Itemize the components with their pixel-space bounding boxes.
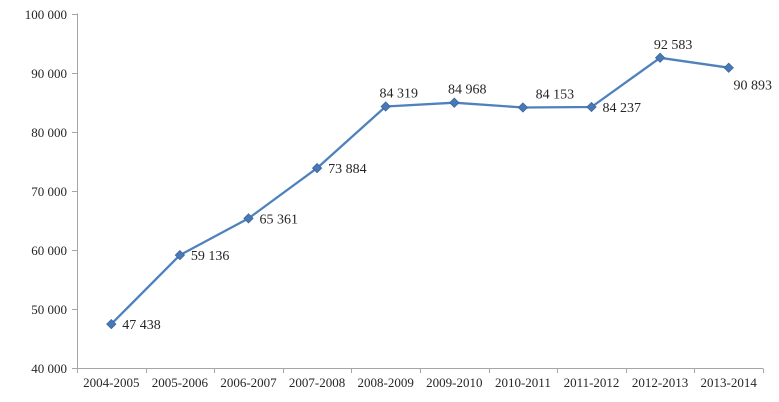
x-tick-label: 2006-2007	[220, 375, 277, 390]
data-point-marker	[243, 213, 254, 224]
y-tick-label: 100 000	[25, 7, 67, 22]
data-label: 84 237	[603, 101, 642, 116]
data-point-marker	[654, 52, 666, 63]
y-tick-label: 70 000	[31, 184, 67, 199]
y-tick-label: 50 000	[31, 302, 67, 317]
x-tick-label: 2004-2005	[83, 375, 139, 390]
x-tick-label: 2010-2011	[495, 375, 551, 390]
x-tick-label: 2005-2006	[152, 375, 209, 390]
data-point-marker	[586, 101, 597, 113]
data-label: 90 893	[733, 79, 772, 94]
x-tick-label: 2013-2014	[701, 375, 758, 390]
data-label: 73 884	[328, 162, 367, 177]
data-point-marker	[380, 101, 391, 112]
data-point-marker	[723, 62, 734, 73]
y-tick-label: 80 000	[31, 125, 67, 140]
data-label: 84 968	[448, 83, 487, 98]
series-line	[110, 56, 730, 326]
y-tick-label: 90 000	[31, 66, 67, 81]
data-point-marker	[174, 249, 186, 261]
y-tick-label: 40 000	[31, 361, 67, 376]
x-tick-label: 2011-2012	[564, 375, 620, 390]
data-point-marker	[106, 318, 117, 330]
data-label: 84 319	[379, 87, 418, 102]
data-label: 84 153	[536, 87, 575, 102]
data-label: 92 583	[654, 38, 693, 53]
y-tick-label: 60 000	[31, 243, 67, 258]
data-label: 65 361	[260, 212, 299, 227]
data-point-marker	[517, 102, 529, 113]
data-point-marker	[311, 162, 323, 174]
x-tick-label: 2007-2008	[289, 375, 345, 390]
x-tick-label: 2008-2009	[358, 375, 414, 390]
x-tick-label: 2012-2013	[632, 375, 688, 390]
data-label: 59 136	[191, 249, 230, 264]
data-label: 47 438	[122, 318, 161, 333]
x-tick-label: 2009-2010	[426, 375, 482, 390]
data-point-marker	[449, 97, 460, 108]
